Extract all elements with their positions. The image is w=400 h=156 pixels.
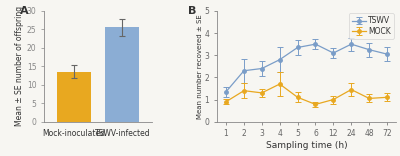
Text: A: A <box>20 7 29 17</box>
Bar <box>106 27 139 122</box>
X-axis label: Sampling time (h): Sampling time (h) <box>266 141 347 150</box>
Y-axis label: Mean number recovered ± SE: Mean number recovered ± SE <box>197 14 203 119</box>
Text: B: B <box>188 7 197 17</box>
Legend: TSWV, MOCK: TSWV, MOCK <box>349 13 394 39</box>
Y-axis label: Mean ± SE number of offspring: Mean ± SE number of offspring <box>15 6 24 126</box>
Bar <box>57 72 91 122</box>
